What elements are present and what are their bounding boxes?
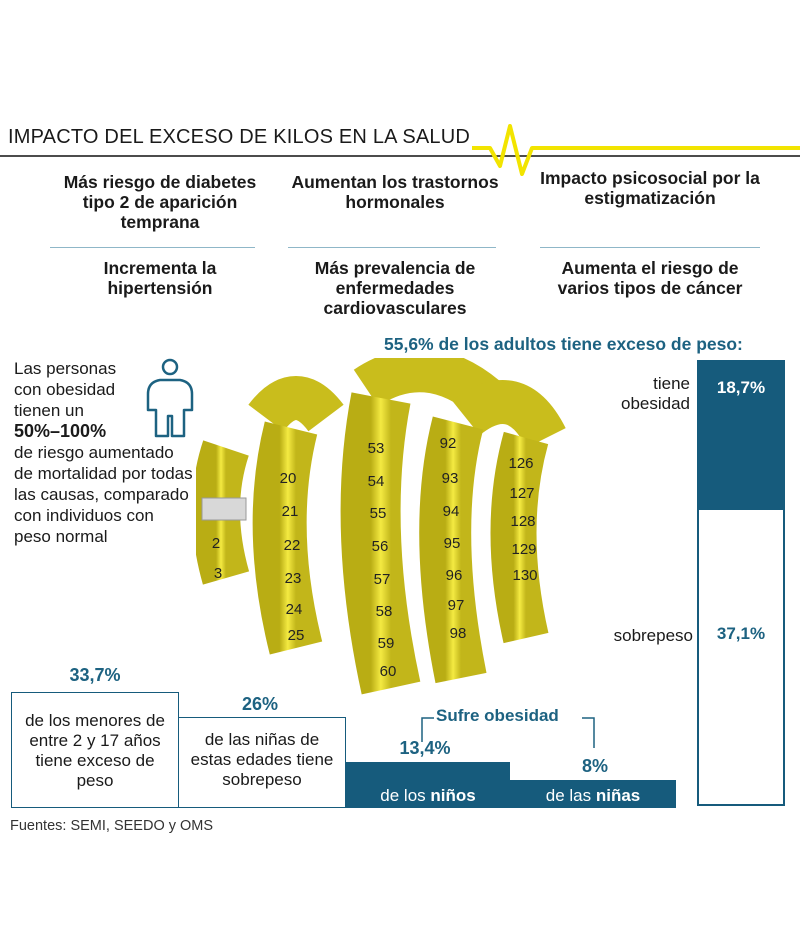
- impact-hormonal: Aumentan los trastornos hormonales: [291, 172, 499, 212]
- minors-percent: 33,7%: [69, 665, 121, 685]
- girls-overweight-text: de las niñas de estas edades tiene sobre…: [190, 730, 334, 789]
- svg-text:92: 92: [440, 435, 457, 452]
- obesity-value: 18,7%: [716, 378, 766, 397]
- svg-text:54: 54: [368, 473, 385, 490]
- overweight-value: 37,1%: [716, 624, 766, 643]
- svg-text:2: 2: [212, 535, 220, 552]
- mortality-text: Las personas con obesidad tienen un 50%–…: [14, 358, 194, 547]
- boys-obesity-value: 13,4%: [399, 738, 451, 758]
- divider: [288, 247, 496, 248]
- svg-text:23: 23: [285, 570, 302, 587]
- obesity-label: tiene obesidad: [620, 374, 690, 413]
- svg-text:95: 95: [444, 535, 461, 552]
- svg-text:93: 93: [442, 470, 459, 487]
- svg-text:96: 96: [446, 567, 463, 584]
- svg-text:128: 128: [510, 513, 535, 530]
- girls-obesity-bar: de las niñas: [510, 780, 676, 808]
- svg-text:98: 98: [450, 625, 467, 642]
- svg-text:97: 97: [448, 597, 465, 614]
- svg-text:22: 22: [284, 537, 301, 554]
- divider: [50, 247, 255, 248]
- mortality-percent: 50%–100%: [14, 421, 107, 441]
- impact-cancer: Aumenta el riesgo de varios tipos de cán…: [557, 258, 743, 298]
- svg-text:20: 20: [280, 470, 297, 487]
- svg-text:21: 21: [282, 503, 299, 520]
- girls-obesity-value: 8%: [581, 756, 608, 776]
- svg-text:57: 57: [374, 571, 391, 588]
- boys-label: de los niños: [380, 786, 476, 805]
- svg-text:53: 53: [368, 440, 385, 457]
- svg-text:55: 55: [370, 505, 387, 522]
- svg-text:58: 58: [376, 603, 393, 620]
- adult-stacked-bar: 18,7% 37,1%: [697, 360, 785, 806]
- heartbeat-line: [0, 124, 800, 176]
- bar-obesity: [699, 362, 783, 510]
- svg-text:129: 129: [511, 541, 536, 558]
- svg-text:56: 56: [372, 538, 389, 555]
- svg-text:127: 127: [509, 485, 534, 502]
- impact-psychosocial: Impacto psicosocial por la estigmatizaci…: [540, 168, 760, 208]
- sources: Fuentes: SEMI, SEEDO y OMS: [10, 818, 214, 834]
- obesity-children-title: Sufre obesidad: [436, 706, 559, 725]
- girls-overweight-percent: 26%: [241, 694, 279, 714]
- impact-cardiovascular: Más prevalencia de enfermedades cardiova…: [314, 258, 476, 318]
- overweight-label: sobrepeso: [613, 626, 693, 645]
- svg-text:60: 60: [380, 663, 397, 680]
- person-icon: [146, 358, 194, 438]
- svg-text:126: 126: [508, 455, 533, 472]
- girls-label: de las niñas: [545, 786, 641, 805]
- minors-text: de los menores de entre 2 y 17 años tien…: [25, 711, 165, 790]
- svg-text:59: 59: [378, 635, 395, 652]
- svg-text:25: 25: [288, 627, 305, 644]
- mortality-line1: Las personas con obesidad tienen un: [14, 359, 117, 420]
- impact-diabetes: Más riesgo de diabetes tipo 2 de aparici…: [63, 172, 257, 232]
- minors-box: de los menores de entre 2 y 17 años tien…: [11, 692, 179, 808]
- divider: [540, 247, 760, 248]
- girls-overweight-box: de las niñas de estas edades tiene sobre…: [178, 717, 346, 808]
- boys-obesity-bar: de los niños: [346, 762, 510, 808]
- bracket-line: [421, 717, 595, 748]
- svg-text:130: 130: [512, 567, 537, 584]
- impact-hypertension: Incrementa la hipertensión: [103, 258, 217, 298]
- adults-title: 55,6% de los adultos tiene exceso de pes…: [384, 334, 743, 354]
- mortality-line2: de riesgo aumentado de mortalidad por to…: [14, 443, 193, 546]
- svg-text:94: 94: [443, 503, 460, 520]
- svg-text:24: 24: [286, 601, 303, 618]
- page-title: IMPACTO DEL EXCESO DE KILOS EN LA SALUD: [8, 126, 471, 148]
- svg-text:3: 3: [214, 565, 222, 582]
